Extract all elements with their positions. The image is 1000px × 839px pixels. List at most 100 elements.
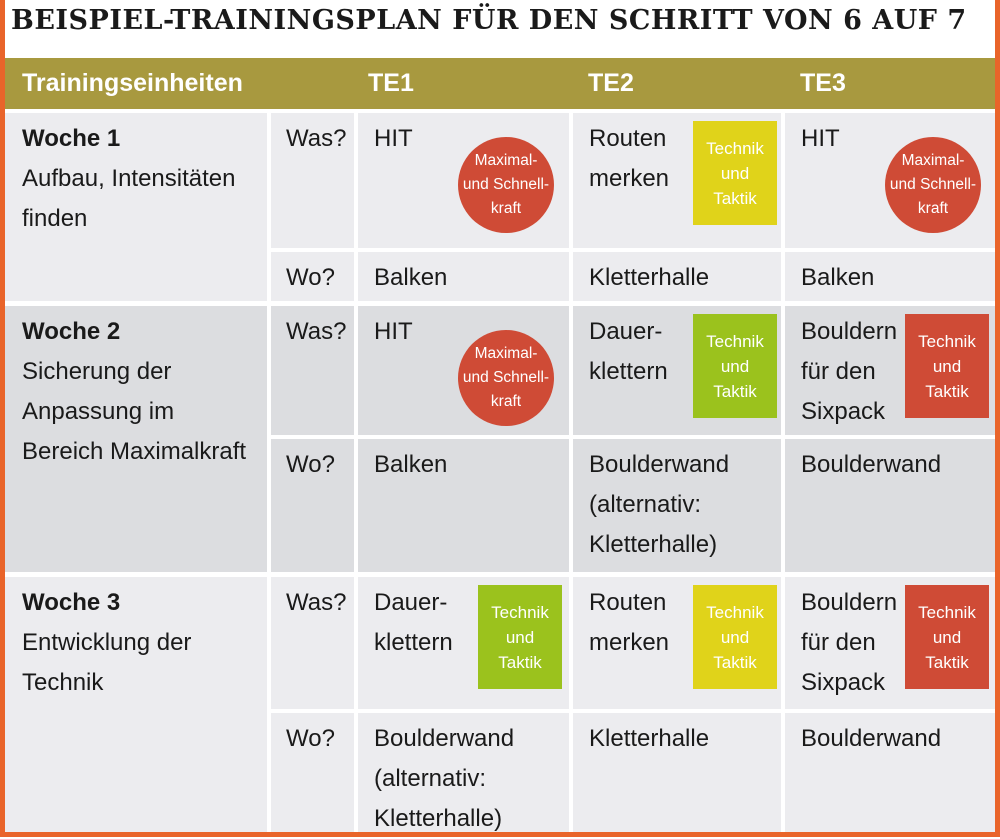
session-where: (alternativ:: [589, 491, 702, 518]
wo-cell: [358, 252, 569, 301]
session-what: Routen: [589, 125, 667, 152]
week-cell: [5, 577, 267, 832]
wo-cell: [271, 252, 354, 301]
wo-cell: [358, 439, 569, 572]
session-what: Sixpack: [801, 669, 886, 696]
badge-line: Technik: [918, 602, 976, 622]
badge-line: Technik: [706, 138, 764, 158]
header-te2: TE2: [588, 69, 634, 97]
badge-line: und: [932, 356, 962, 376]
wo-cell: [573, 252, 781, 301]
badge-line: Taktik: [713, 652, 757, 672]
wo-cell: [573, 713, 781, 832]
badge-line: Technik: [706, 331, 764, 351]
session-where: (alternativ:: [374, 765, 487, 792]
week-description: Anpassung im: [22, 398, 175, 425]
session-where: Boulderwand: [801, 451, 942, 478]
week-description: finden: [22, 205, 88, 232]
badge-line: Maximal-: [474, 152, 538, 169]
was-cell: [271, 306, 354, 435]
wo-cell: [785, 252, 995, 301]
session-what: für den: [801, 629, 876, 656]
badge-line: Technik: [491, 602, 549, 622]
week-cell: [5, 113, 267, 301]
week-title: Woche 3: [22, 589, 121, 616]
week-cell: [5, 306, 267, 572]
badge-line: Maximal-: [901, 152, 965, 169]
week-description: Aufbau, Intensitäten: [22, 165, 236, 192]
badge-line: kraft: [917, 200, 949, 217]
wo-label: Wo?: [286, 725, 335, 752]
focus-badge-technik: Technik und Taktik: [478, 585, 562, 689]
was-label: Was?: [286, 318, 347, 345]
session-what: merken: [589, 629, 670, 656]
session-where: Boulderwand: [801, 725, 942, 752]
header-label: Trainingseinheiten: [22, 69, 243, 97]
wo-cell: [573, 439, 781, 572]
session-what: Routen: [589, 589, 667, 616]
badge-line: und: [932, 627, 962, 647]
session-what: Dauer-: [589, 318, 663, 345]
wo-cell: [271, 439, 354, 572]
focus-badge-technik: Technik und Taktik: [693, 585, 777, 689]
badge-line: und: [720, 627, 750, 647]
session-what: Bouldern: [801, 318, 898, 345]
badge-line: Maximal-: [474, 345, 538, 362]
wo-cell: [785, 439, 995, 572]
session-what: Sixpack: [801, 398, 886, 425]
badge-line: Technik: [706, 602, 764, 622]
was-label: Was?: [286, 589, 347, 616]
session-what: HIT: [801, 125, 840, 152]
table-header: Trainingseinheiten TE1 TE2 TE3: [5, 58, 995, 109]
session-where: Balken: [374, 451, 448, 478]
was-cell: [271, 577, 354, 709]
header-te1: TE1: [368, 69, 414, 97]
week-description: Bereich Maximalkraft: [22, 438, 247, 465]
session-what: für den: [801, 358, 876, 385]
focus-badge-technik: Technik und Taktik: [905, 314, 989, 418]
page-title: BEISPIEL-TRAININGSPLAN FÜR DEN SCHRITT V…: [11, 5, 967, 36]
badge-line: kraft: [490, 200, 522, 217]
badge-line: und: [720, 163, 750, 183]
session-what: klettern: [589, 358, 668, 385]
wo-cell: [271, 713, 354, 832]
badge-line: und Schnell-: [889, 176, 977, 193]
wo-cell: [358, 713, 569, 832]
session-where: Balken: [374, 264, 448, 291]
was-cell: [271, 113, 354, 248]
week-title: Woche 1: [22, 125, 121, 152]
session-where: Balken: [801, 264, 875, 291]
week-title: Woche 2: [22, 318, 121, 345]
session-what: merken: [589, 165, 670, 192]
badge-line: und Schnell-: [462, 176, 550, 193]
wo-cell: [785, 713, 995, 832]
focus-badge-technik: Technik und Taktik: [905, 585, 989, 689]
week-description: Technik: [22, 669, 104, 696]
badge-line: Taktik: [925, 381, 969, 401]
session-where: Kletterhalle: [589, 725, 710, 752]
wo-label: Wo?: [286, 451, 335, 478]
session-where: Boulderwand: [589, 451, 730, 478]
week-description: Sicherung der: [22, 358, 172, 385]
week-description: Entwicklung der: [22, 629, 192, 656]
badge-line: und: [720, 356, 750, 376]
session-where: Boulderwand: [374, 725, 515, 752]
focus-badge-technik: Technik und Taktik: [693, 121, 777, 225]
focus-badge-technik: Technik und Taktik: [693, 314, 777, 418]
badge-line: Taktik: [925, 652, 969, 672]
session-what: HIT: [374, 125, 413, 152]
focus-badge-maximalkraft: Maximal-und Schnell-kraft: [885, 137, 981, 233]
session-what: Dauer-: [374, 589, 448, 616]
badge-line: kraft: [490, 393, 522, 410]
badge-line: Technik: [918, 331, 976, 351]
focus-badge-maximalkraft: Maximal-und Schnell-kraft: [458, 137, 554, 233]
session-where: Kletterhalle: [589, 264, 710, 291]
badge-line: und: [505, 627, 535, 647]
session-what: Bouldern: [801, 589, 898, 616]
was-label: Was?: [286, 125, 347, 152]
badge-line: Taktik: [713, 381, 757, 401]
session-what: klettern: [374, 629, 453, 656]
session-what: HIT: [374, 318, 413, 345]
session-where: Kletterhalle): [589, 531, 718, 558]
badge-line: Taktik: [713, 188, 757, 208]
